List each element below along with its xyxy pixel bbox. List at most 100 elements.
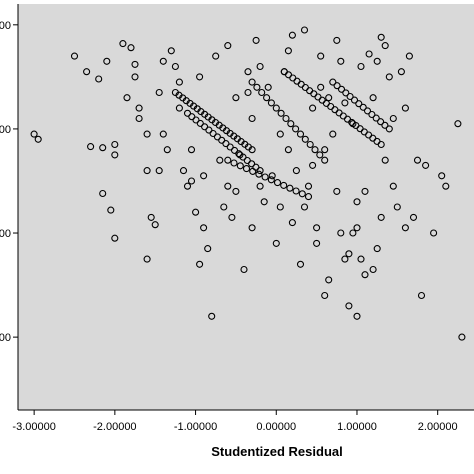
data-point: [255, 170, 263, 178]
x-tick-label: 1.00000: [337, 421, 377, 433]
data-point: [333, 187, 341, 195]
x-tick-label: -1.00000: [174, 421, 217, 433]
data-point: [298, 190, 306, 198]
data-point: [409, 213, 418, 221]
data-point: [200, 172, 208, 180]
data-point: [236, 162, 244, 170]
data-point: [224, 182, 232, 190]
data-point: [171, 62, 179, 71]
data-point: [353, 312, 361, 320]
data-point: [401, 104, 409, 112]
x-tick-label: 2.00000: [418, 421, 458, 433]
data-point: [357, 255, 365, 263]
data-point: [345, 250, 353, 258]
data-point: [135, 104, 143, 112]
data-point: [381, 156, 389, 164]
data-point: [228, 213, 236, 221]
data-point: [83, 68, 91, 76]
data-point: [258, 88, 266, 97]
data-point: [155, 88, 163, 97]
data-point: [230, 159, 238, 167]
data-point: [372, 114, 380, 122]
data-point: [282, 114, 290, 123]
data-point: [151, 221, 159, 229]
data-point: [361, 271, 369, 279]
data-point: [111, 234, 119, 242]
data-point: [220, 203, 228, 211]
data-point: [248, 224, 256, 232]
x-tick-label: -2.00000: [93, 421, 136, 433]
data-point: [369, 265, 377, 274]
data-point: [313, 224, 321, 232]
data-point: [256, 167, 264, 175]
data-point: [417, 291, 426, 300]
data-point: [123, 94, 131, 102]
data-point: [200, 224, 208, 232]
data-point: [99, 189, 107, 198]
data-point: [263, 94, 271, 102]
data-point: [107, 206, 115, 214]
data-point: [242, 165, 251, 173]
data-point: [30, 130, 38, 138]
x-tick-label: -3.00000: [12, 421, 55, 433]
data-point: [183, 109, 192, 117]
data-point: [163, 146, 171, 154]
data-point: [361, 187, 369, 195]
data-point: [306, 140, 314, 149]
data-point: [325, 276, 333, 284]
data-point: [321, 156, 329, 164]
data-point: [300, 26, 309, 34]
data-point: [235, 150, 243, 158]
data-point: [267, 176, 275, 184]
data-point: [430, 229, 438, 237]
data-point: [175, 104, 183, 112]
data-point: [333, 82, 341, 90]
data-point: [385, 125, 393, 133]
data-point: [111, 140, 119, 149]
data-point: [131, 73, 139, 81]
data-point: [256, 62, 264, 71]
data-point: [252, 36, 260, 44]
data-point: [155, 167, 163, 175]
data-point: [337, 229, 345, 237]
data-point: [389, 182, 397, 190]
data-point: [159, 57, 167, 65]
y-tick-label: 1.00000: [0, 20, 11, 32]
data-point: [99, 144, 107, 152]
x-tick-label: 0.00000: [256, 421, 296, 433]
data-point: [422, 161, 430, 169]
data-point: [284, 146, 292, 154]
data-point: [377, 140, 385, 149]
data-point: [389, 114, 397, 123]
data-point: [143, 255, 151, 263]
data-point: [355, 100, 363, 108]
data-point: [256, 182, 264, 190]
y-axis-ticks: 1.00000 0.00000 -1.00000 -2.00000: [0, 20, 18, 344]
y-tick-label: -1.00000: [0, 228, 11, 240]
data-point: [288, 219, 296, 227]
data-point: [296, 130, 305, 138]
data-point: [341, 255, 349, 263]
data-point: [272, 239, 280, 247]
data-point: [342, 89, 350, 97]
data-point: [350, 96, 359, 104]
data-point: [249, 167, 257, 175]
data-points: [30, 26, 466, 341]
data-point: [377, 33, 385, 41]
data-point: [224, 156, 232, 164]
data-point: [264, 83, 272, 91]
data-point: [276, 203, 284, 211]
data-point: [179, 167, 188, 175]
data-point: [273, 179, 282, 187]
data-point: [311, 146, 319, 154]
data-point: [267, 99, 275, 107]
data-point: [309, 104, 317, 112]
data-point: [345, 302, 353, 310]
data-point: [438, 172, 446, 180]
data-point: [277, 109, 285, 117]
data-point: [286, 184, 294, 192]
data-point: [103, 57, 111, 65]
data-point: [135, 114, 143, 123]
data-point: [381, 121, 389, 129]
data-point: [353, 198, 361, 206]
